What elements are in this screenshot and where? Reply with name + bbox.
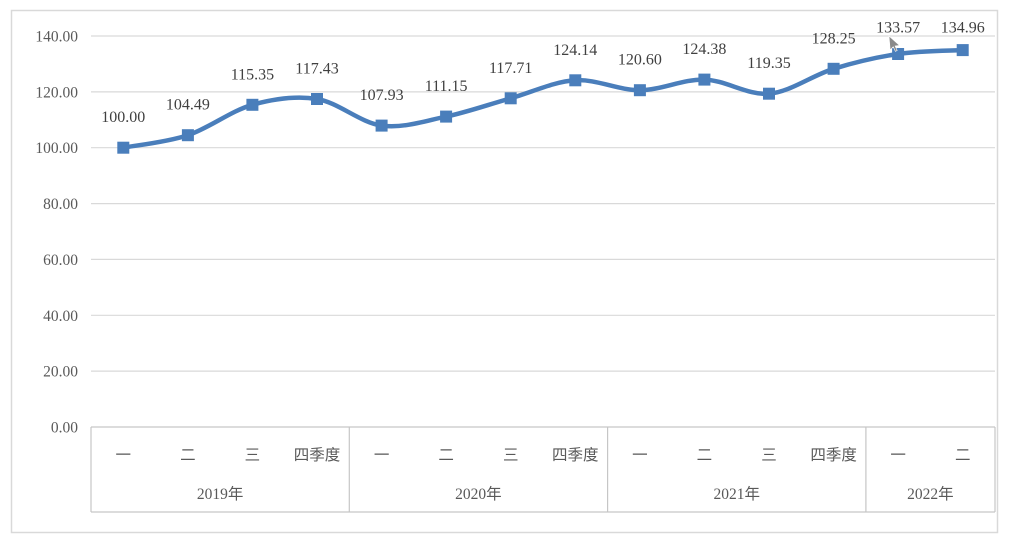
data-point-label: 128.25 — [812, 30, 856, 47]
x-axis-quarter-label: 四季度 — [294, 446, 341, 464]
y-axis-tick-label: 100.00 — [35, 140, 78, 157]
x-axis-year-label: 2021年 — [713, 485, 760, 503]
data-point-marker[interactable] — [246, 98, 259, 111]
data-point-label: 134.96 — [941, 20, 985, 37]
chart-outer-border — [10, 9, 999, 534]
x-axis-quarter-label: 四季度 — [552, 446, 599, 464]
x-axis-quarter-label: 四季度 — [810, 446, 857, 464]
x-axis-year-label: 2019年 — [197, 485, 244, 503]
x-axis-quarter-label: 二 — [438, 447, 454, 464]
y-axis-tick-label: 0.00 — [51, 420, 78, 437]
mouse-cursor-icon — [888, 35, 901, 52]
x-axis-quarter-label: 一 — [116, 447, 132, 464]
data-point-marker[interactable] — [569, 74, 582, 87]
y-axis-tick-label: 80.00 — [43, 196, 78, 213]
x-axis-quarter-label: 二 — [697, 447, 713, 464]
data-point-marker[interactable] — [633, 84, 646, 97]
data-point-marker[interactable] — [504, 92, 517, 105]
y-axis-tick-label: 60.00 — [43, 252, 78, 269]
data-point-label: 100.00 — [101, 109, 145, 126]
data-point-marker[interactable] — [956, 44, 969, 57]
x-axis-quarter-label: 二 — [180, 447, 196, 464]
y-axis-tick-label: 20.00 — [43, 364, 78, 381]
data-point-label: 124.14 — [553, 42, 597, 59]
y-axis-tick-label: 40.00 — [43, 308, 78, 325]
x-axis-quarter-label: 三 — [245, 447, 261, 464]
data-point-label: 115.35 — [231, 66, 274, 83]
data-point-marker[interactable] — [311, 93, 323, 105]
data-point-label: 107.93 — [360, 87, 404, 104]
data-point-marker[interactable] — [117, 141, 130, 154]
data-point-marker[interactable] — [698, 73, 711, 86]
series-line[interactable] — [121, 47, 965, 150]
data-point-marker[interactable] — [892, 48, 905, 60]
data-point-marker[interactable] — [763, 87, 775, 100]
data-point-label: 117.71 — [489, 60, 532, 77]
data-point-label: 133.57 — [876, 20, 920, 37]
data-point-label: 117.43 — [295, 61, 338, 78]
data-point-label: 104.49 — [166, 97, 210, 114]
data-point-marker[interactable] — [440, 110, 453, 123]
x-axis-quarter-label: 一 — [374, 447, 390, 464]
data-point-label: 111.15 — [425, 78, 468, 95]
data-point-label: 119.35 — [747, 55, 790, 72]
x-axis-quarter-label: 一 — [632, 447, 648, 464]
data-point-marker[interactable] — [827, 62, 840, 75]
x-axis-year-label: 2020年 — [455, 485, 502, 503]
data-point-label: 120.60 — [618, 52, 662, 69]
x-axis-year-label: 2022年 — [907, 485, 954, 503]
data-point-marker[interactable] — [181, 129, 194, 142]
x-axis-quarter-label: 二 — [955, 447, 971, 464]
data-point-label: 124.38 — [682, 41, 726, 58]
y-axis-tick-label: 120.00 — [35, 84, 78, 101]
x-axis-quarter-label: 三 — [761, 447, 777, 464]
y-axis-tick-label: 140.00 — [35, 29, 78, 46]
x-axis-quarter-label: 三 — [503, 447, 519, 464]
x-axis-quarter-label: 一 — [890, 447, 906, 464]
data-point-marker[interactable] — [375, 119, 388, 132]
